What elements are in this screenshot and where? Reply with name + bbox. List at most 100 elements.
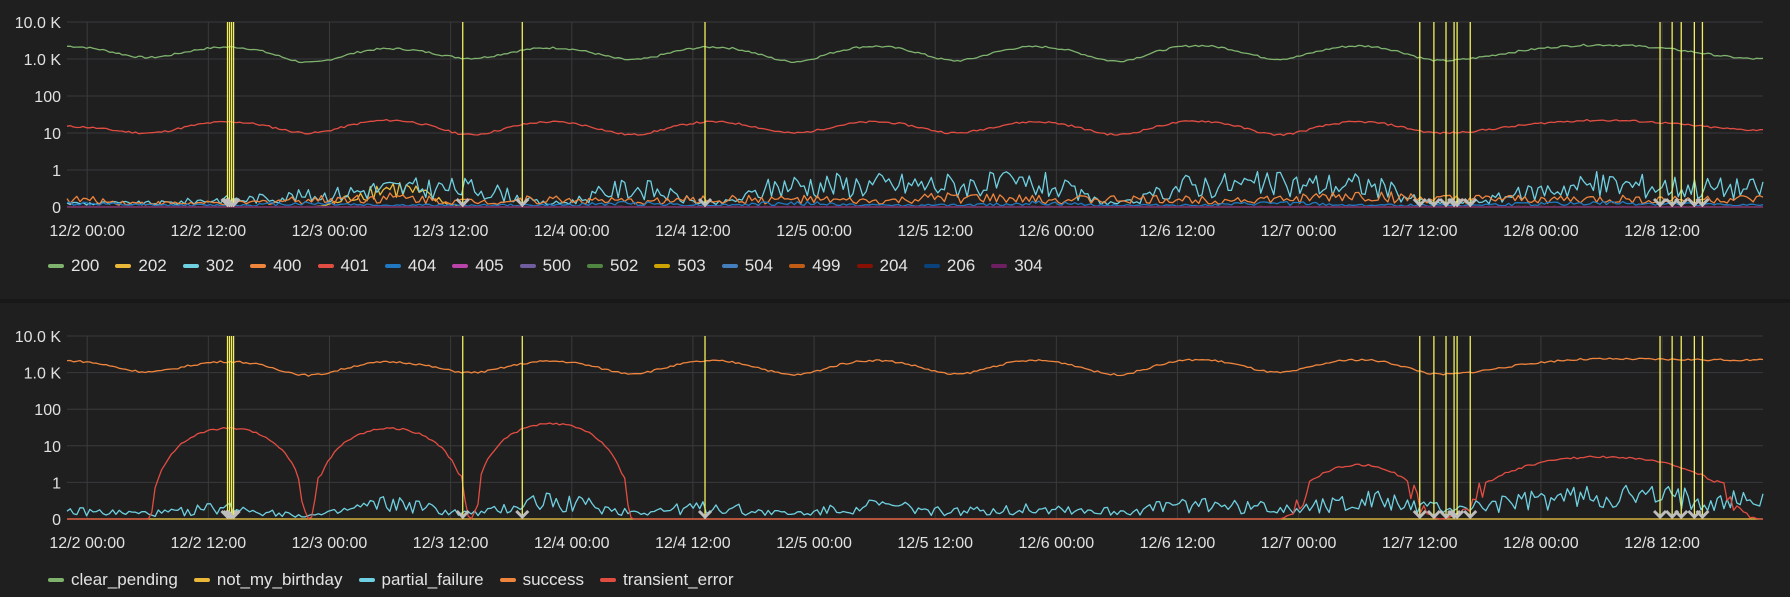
- legend-label: 206: [946, 256, 976, 275]
- y-tick-label: 100: [34, 402, 61, 419]
- legend-item-202[interactable]: 202: [115, 256, 167, 276]
- legend-item-304[interactable]: 304: [991, 256, 1043, 276]
- annotation-marker[interactable]: [1463, 509, 1478, 520]
- series-line-401[interactable]: [66, 118, 1764, 137]
- annotation-marker[interactable]: [1450, 509, 1465, 520]
- status-code-panel: 10.0 K 1.0 K 100 10 1 0 12/2 00:00 12/2 12:00 12…: [0, 0, 1790, 297]
- legend-item-302[interactable]: 302: [182, 256, 234, 276]
- annotation-marker[interactable]: [697, 197, 713, 208]
- annotation-marker[interactable]: [1412, 197, 1427, 208]
- legend-item-clear-pending[interactable]: clear_pending: [48, 570, 178, 590]
- legend-swatch: [358, 578, 375, 582]
- x-tick-label: 12/4 00:00: [534, 223, 610, 240]
- annotation-marker[interactable]: [455, 197, 470, 208]
- legend-item-204[interactable]: 204: [856, 256, 908, 276]
- x-tick-label: 12/2 12:00: [171, 535, 247, 552]
- legend-label: transient_error: [622, 570, 734, 589]
- x-tick-label: 12/2 00:00: [49, 223, 125, 240]
- legend-label: 304: [1014, 256, 1043, 275]
- x-tick-label: 12/8 00:00: [1503, 223, 1579, 240]
- legend-item-400[interactable]: 400: [250, 256, 302, 276]
- series-line-400[interactable]: [66, 191, 1764, 207]
- annotation-marker[interactable]: [1426, 509, 1441, 520]
- annotation-marker[interactable]: [697, 509, 713, 520]
- x-tick-label: 12/7 12:00: [1382, 535, 1458, 552]
- annotation-marker[interactable]: [1652, 197, 1668, 208]
- legend-label: not_my_birthday: [216, 570, 343, 589]
- result-panel: 10.0 K 1.0 K 100 10 1 0 12/2 00:00 12/2 12:00 12…: [0, 305, 1790, 597]
- series-line-success[interactable]: [66, 357, 1764, 377]
- x-tick-label: 12/2 00:00: [49, 535, 125, 552]
- legend-swatch: [250, 264, 267, 268]
- legend-label: partial_failure: [381, 570, 484, 589]
- legend-swatch: [519, 264, 536, 268]
- x-tick-label: 12/8 12:00: [1624, 535, 1700, 552]
- annotation-marker[interactable]: [1674, 509, 1689, 520]
- legend-swatch: [599, 578, 616, 582]
- annotation-marker[interactable]: [1447, 509, 1462, 520]
- legend-item-200[interactable]: 200: [48, 256, 99, 276]
- legend-item-404[interactable]: 404: [384, 256, 436, 276]
- legend-swatch: [991, 264, 1008, 268]
- legend-item-499[interactable]: 499: [789, 256, 841, 276]
- legend-swatch: [587, 264, 603, 268]
- series-line-200[interactable]: [66, 43, 1764, 64]
- annotation-marker[interactable]: [226, 197, 241, 208]
- y-tick-label: 1.0 K: [24, 52, 62, 69]
- legend-item-success[interactable]: success: [499, 570, 584, 590]
- annotation-marker[interactable]: [226, 509, 241, 520]
- legend-item-partial-failure[interactable]: partial_failure: [358, 570, 484, 590]
- legend-label: 405: [475, 256, 504, 275]
- legend-swatch: [317, 264, 334, 268]
- legend: clear_pending not_my_birthday partial_fail…: [48, 570, 750, 590]
- y-tick-label: 10: [43, 126, 61, 143]
- x-tick-label: 12/3 12:00: [413, 535, 489, 552]
- annotation-marker[interactable]: [1695, 509, 1710, 520]
- x-tick-label: 12/6 00:00: [1019, 535, 1095, 552]
- annotation-marker[interactable]: [515, 509, 530, 520]
- legend-item-206[interactable]: 206: [923, 256, 976, 276]
- y-tick-label: 100: [34, 89, 61, 106]
- annotation-marker[interactable]: [1447, 197, 1462, 208]
- x-tick-label: 12/6 00:00: [1019, 223, 1095, 240]
- legend-item-405[interactable]: 405: [452, 256, 504, 276]
- annotation-marker[interactable]: [1674, 197, 1689, 208]
- y-tick-label: 1.0 K: [24, 366, 62, 383]
- legend-swatch: [115, 264, 132, 268]
- annotation-marker[interactable]: [1450, 197, 1465, 208]
- legend: 200 202 302 400 401 404 405 500 502 503 504 499 204 2…: [48, 256, 1059, 276]
- legend-label: 400: [273, 256, 302, 275]
- x-tick-label: 12/6 12:00: [1140, 535, 1216, 552]
- series-line-302[interactable]: [66, 170, 1764, 206]
- legend-swatch: [452, 264, 469, 268]
- legend-item-504[interactable]: 504: [721, 256, 773, 276]
- annotation-marker[interactable]: [1695, 197, 1710, 208]
- legend-item-503[interactable]: 503: [654, 256, 706, 276]
- legend-swatch: [48, 264, 64, 268]
- x-tick-label: 12/3 00:00: [292, 223, 368, 240]
- legend-item-not-my-birthday[interactable]: not_my_birthday: [193, 570, 343, 590]
- y-tick-label: 10: [43, 439, 61, 456]
- series-line-transient-error[interactable]: [67, 422, 1764, 520]
- annotation-marker[interactable]: [455, 509, 470, 520]
- legend-item-500[interactable]: 500: [519, 256, 571, 276]
- legend-swatch: [384, 264, 401, 268]
- y-tick-label: 0: [52, 200, 61, 217]
- legend-item-401[interactable]: 401: [317, 256, 369, 276]
- legend-item-502[interactable]: 502: [587, 256, 638, 276]
- annotation-marker[interactable]: [515, 197, 530, 208]
- x-tick-label: 12/6 12:00: [1140, 223, 1216, 240]
- legend-swatch: [182, 264, 199, 268]
- annotation-marker[interactable]: [1463, 197, 1478, 208]
- annotation-marker[interactable]: [1652, 509, 1668, 520]
- annotation-marker[interactable]: [1426, 197, 1441, 208]
- legend-label: 200: [71, 256, 100, 275]
- x-tick-label: 12/8 12:00: [1624, 223, 1700, 240]
- x-tick-label: 12/2 12:00: [171, 223, 247, 240]
- series-line-partial-failure[interactable]: [66, 484, 1764, 518]
- legend-item-transient-error[interactable]: transient_error: [599, 570, 734, 590]
- legend-label: 502: [610, 256, 639, 275]
- annotation-marker[interactable]: [1412, 509, 1427, 520]
